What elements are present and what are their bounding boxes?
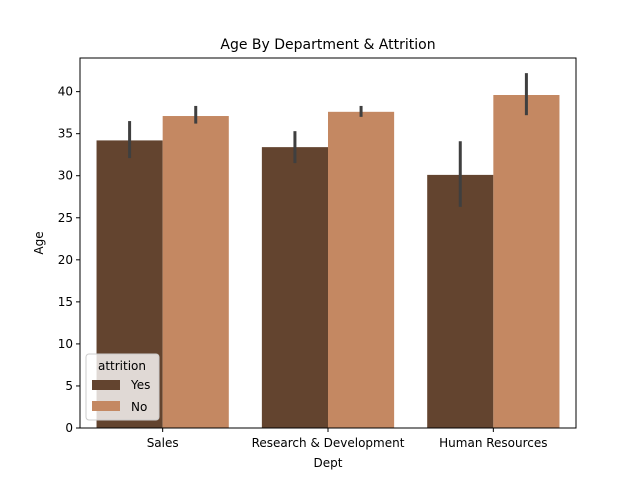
y-tick-label: 30 bbox=[58, 169, 73, 183]
y-tick-label: 25 bbox=[58, 211, 73, 225]
errorbars-layer bbox=[128, 73, 528, 207]
legend-swatch-yes bbox=[92, 380, 120, 390]
bar-human-resources-yes bbox=[427, 174, 494, 428]
y-axis: 0 5 10 15 20 25 30 35 40 bbox=[58, 85, 80, 435]
legend-title: attrition bbox=[98, 359, 146, 373]
chart-title: Age By Department & Attrition bbox=[220, 37, 435, 53]
legend-swatch-no bbox=[92, 401, 120, 411]
y-tick-label: 40 bbox=[58, 85, 73, 99]
bar-research-development-yes bbox=[261, 147, 328, 429]
bar-research-development-no bbox=[328, 111, 395, 429]
x-tick-label: Research & Development bbox=[252, 436, 405, 450]
legend-label-no: No bbox=[131, 400, 147, 414]
x-tick-label: Human Resources bbox=[439, 436, 547, 450]
x-tick-label: Sales bbox=[147, 436, 179, 450]
y-tick-label: 20 bbox=[58, 253, 73, 267]
legend: attrition Yes No bbox=[85, 353, 160, 421]
x-axis-label: Dept bbox=[314, 456, 343, 470]
y-tick-label: 5 bbox=[65, 379, 73, 393]
y-tick-label: 10 bbox=[58, 337, 73, 351]
y-tick-label: 0 bbox=[65, 421, 73, 435]
bar-human-resources-no bbox=[493, 95, 560, 428]
y-tick-label: 35 bbox=[58, 127, 73, 141]
y-axis-label: Age bbox=[32, 231, 46, 254]
plot-frame bbox=[79, 57, 577, 429]
bars-layer bbox=[96, 95, 560, 429]
x-axis: Sales Research & Development Human Resourc… bbox=[147, 428, 548, 450]
legend-label-yes: Yes bbox=[130, 378, 150, 392]
y-tick-label: 15 bbox=[58, 295, 73, 309]
bar-sales-no bbox=[162, 116, 229, 428]
